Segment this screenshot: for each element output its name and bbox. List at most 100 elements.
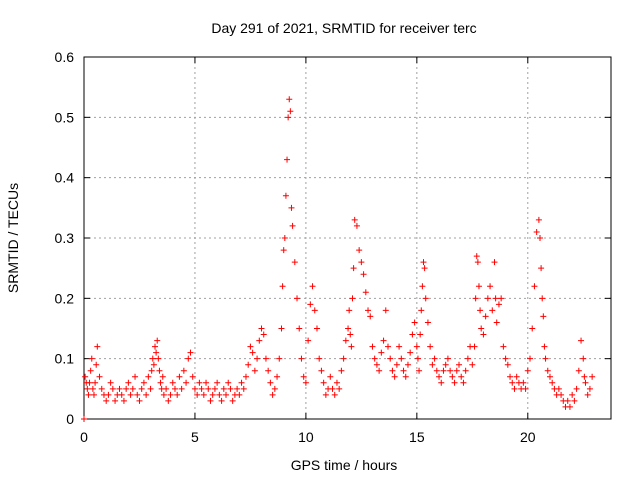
- data-point: [340, 355, 347, 362]
- data-point: [491, 259, 498, 266]
- data-point: [165, 397, 172, 404]
- data-point: [504, 361, 511, 368]
- data-point: [274, 373, 281, 380]
- data-point: [316, 355, 323, 362]
- data-point: [489, 307, 496, 314]
- data-point: [189, 373, 196, 380]
- data-point: [251, 367, 258, 374]
- data-point: [155, 355, 162, 362]
- data-point: [356, 247, 363, 254]
- data-point: [89, 385, 96, 392]
- data-point: [107, 379, 114, 386]
- data-point: [500, 343, 507, 350]
- data-point: [289, 222, 296, 229]
- data-point: [320, 379, 327, 386]
- data-point: [358, 259, 365, 266]
- data-point: [285, 114, 292, 121]
- data-point: [409, 331, 416, 338]
- data-point: [280, 247, 287, 254]
- data-point: [191, 385, 198, 392]
- data-point: [493, 319, 500, 326]
- data-point: [402, 373, 409, 380]
- data-point: [284, 156, 291, 163]
- data-point: [462, 367, 469, 374]
- data-point: [300, 373, 307, 380]
- data-point: [302, 379, 309, 386]
- data-point: [419, 283, 426, 290]
- data-point: [527, 355, 534, 362]
- data-point: [456, 361, 463, 368]
- data-point: [578, 337, 585, 344]
- data-point: [511, 385, 518, 392]
- data-point: [571, 397, 578, 404]
- data-point: [427, 343, 434, 350]
- data-point: [433, 367, 440, 374]
- x-tick-label: 20: [520, 429, 536, 445]
- data-point: [265, 367, 272, 374]
- data-point: [90, 391, 97, 398]
- data-point: [482, 313, 489, 320]
- data-point: [509, 379, 516, 386]
- data-point: [331, 391, 338, 398]
- data-point: [98, 385, 105, 392]
- data-point: [387, 355, 394, 362]
- x-tick-label: 15: [409, 429, 425, 445]
- x-tick-label: 5: [191, 429, 199, 445]
- data-point: [167, 391, 174, 398]
- data-point: [416, 367, 423, 374]
- data-point: [391, 373, 398, 380]
- data-point: [209, 391, 216, 398]
- y-tick-label: 0.3: [55, 230, 75, 246]
- data-point: [475, 283, 482, 290]
- data-point: [396, 343, 403, 350]
- data-point: [269, 391, 276, 398]
- data-point: [258, 325, 265, 332]
- data-point: [309, 283, 316, 290]
- data-point: [404, 361, 411, 368]
- data-point: [460, 379, 467, 386]
- plot-frame: [83, 56, 612, 420]
- data-point: [218, 397, 225, 404]
- y-axis-label: SRMTID / TECUs: [5, 183, 21, 293]
- data-point: [134, 391, 141, 398]
- data-point: [178, 385, 185, 392]
- data-point: [350, 265, 357, 272]
- data-point: [533, 228, 540, 235]
- data-point: [451, 379, 458, 386]
- y-tick-label: 0: [66, 411, 74, 427]
- data-point: [329, 385, 336, 392]
- y-tick-label: 0.2: [55, 290, 75, 306]
- data-point: [349, 295, 356, 302]
- data-point: [260, 331, 267, 338]
- data-point: [294, 295, 301, 302]
- data-point: [422, 295, 429, 302]
- data-point: [276, 355, 283, 362]
- data-point: [569, 391, 576, 398]
- data-point: [444, 355, 451, 362]
- data-point: [225, 379, 232, 386]
- data-point: [351, 216, 358, 223]
- data-point: [194, 391, 201, 398]
- data-point: [256, 337, 263, 344]
- data-point: [389, 367, 396, 374]
- data-point: [288, 204, 295, 211]
- data-point: [254, 355, 261, 362]
- data-point: [338, 367, 345, 374]
- data-point: [291, 259, 298, 266]
- axis-ticks: 0 0.1 0.2 0.3 0.4 0.5 0.6 0 5 10 15 20: [55, 49, 611, 445]
- data-point: [138, 385, 145, 392]
- data-point: [118, 391, 125, 398]
- data-point: [400, 367, 407, 374]
- data-point: [298, 355, 305, 362]
- data-point: [116, 385, 123, 392]
- data-point: [555, 385, 562, 392]
- data-point: [271, 385, 278, 392]
- data-point: [216, 391, 223, 398]
- data-point: [529, 325, 536, 332]
- data-point: [281, 235, 288, 241]
- data-point: [472, 295, 479, 302]
- data-point: [420, 259, 427, 266]
- data-point: [535, 216, 542, 223]
- data-point: [536, 235, 543, 241]
